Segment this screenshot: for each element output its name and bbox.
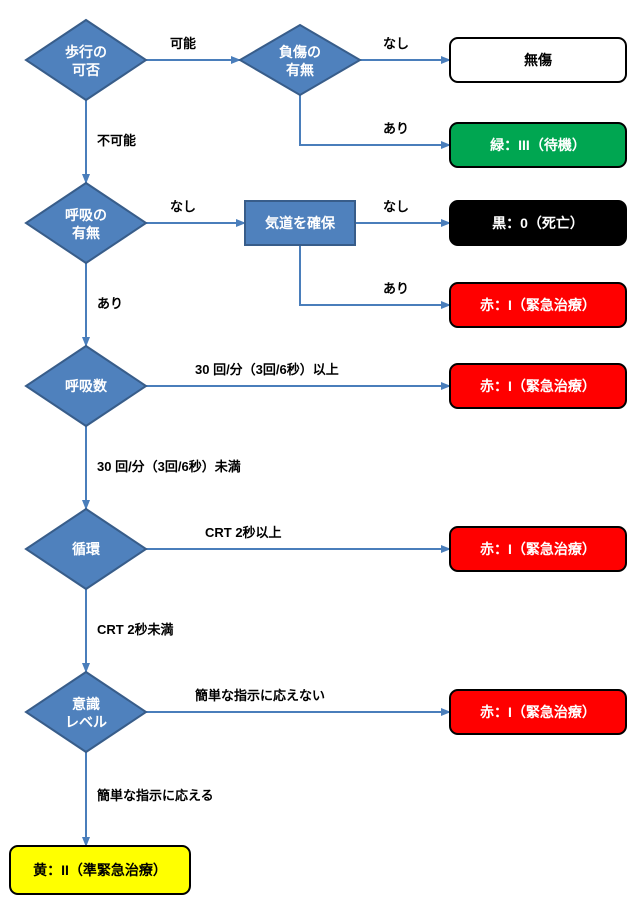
svg-text:意識: 意識 [72, 696, 100, 712]
node-d3: 呼吸の有無 [26, 183, 146, 263]
flowchart-canvas: 歩行の可否負傷の有無呼吸の有無気道を確保呼吸数循環意識レベル無傷緑：III（待機… [0, 0, 640, 910]
node-d2: 負傷の有無 [240, 25, 360, 95]
svg-text:レベル: レベル [65, 714, 107, 730]
edge-label-d2-r_none: なし [383, 36, 409, 51]
edge-label-d1-d3: 不可能 [97, 133, 136, 148]
node-d4: 呼吸数 [26, 346, 146, 426]
svg-text:呼吸の: 呼吸の [65, 207, 107, 223]
svg-text:黄：II（準緊急治療）: 黄：II（準緊急治療） [33, 862, 167, 878]
node-r_yellow: 黄：II（準緊急治療） [10, 846, 190, 894]
svg-text:有無: 有無 [72, 225, 100, 241]
svg-text:負傷の: 負傷の [279, 44, 321, 60]
svg-text:赤：I（緊急治療）: 赤：I（緊急治療） [480, 297, 596, 313]
svg-text:赤：I（緊急治療）: 赤：I（緊急治療） [480, 704, 596, 720]
node-r_red3: 赤：I（緊急治療） [450, 527, 626, 571]
svg-text:黒：0（死亡）: 黒：0（死亡） [492, 215, 584, 231]
edge-p1-r_red1 [300, 245, 450, 305]
node-r_none: 無傷 [450, 38, 626, 82]
edge-label-d2-r_green: あり [383, 121, 409, 136]
node-p1: 気道を確保 [245, 201, 355, 245]
svg-text:緑：III（待機）: 緑：III（待機） [490, 137, 586, 153]
node-r_green: 緑：III（待機） [450, 123, 626, 167]
edge-label-p1-r_red1: あり [383, 281, 409, 296]
edge-label-d5-d6: CRT 2秒未満 [97, 622, 174, 637]
node-d5: 循環 [26, 509, 146, 589]
edge-label-d5-r_red3: CRT 2秒以上 [205, 525, 282, 540]
svg-text:有無: 有無 [286, 62, 314, 78]
svg-text:気道を確保: 気道を確保 [265, 215, 336, 231]
edge-label-d3-p1: なし [170, 199, 196, 214]
svg-text:無傷: 無傷 [524, 52, 552, 68]
edge-label-d3-d4: あり [97, 296, 123, 311]
svg-text:赤：I（緊急治療）: 赤：I（緊急治療） [480, 541, 596, 557]
edge-label-d4-r_red2: 30 回/分（3回/6秒）以上 [195, 362, 339, 377]
svg-text:循環: 循環 [72, 541, 101, 557]
edge-label-d4-d5: 30 回/分（3回/6秒）未満 [97, 459, 241, 474]
edge-d2-r_green [300, 95, 450, 145]
svg-text:可否: 可否 [72, 62, 100, 78]
node-r_red4: 赤：I（緊急治療） [450, 690, 626, 734]
node-d6: 意識レベル [26, 672, 146, 752]
edge-label-p1-r_black: なし [383, 199, 409, 214]
svg-text:赤：I（緊急治療）: 赤：I（緊急治療） [480, 378, 596, 394]
node-r_black: 黒：0（死亡） [450, 201, 626, 245]
edge-label-d6-r_yellow: 簡単な指示に応える [96, 788, 214, 803]
edge-label-d6-r_red4: 簡単な指示に応えない [194, 688, 325, 703]
node-r_red2: 赤：I（緊急治療） [450, 364, 626, 408]
node-r_red1: 赤：I（緊急治療） [450, 283, 626, 327]
svg-text:呼吸数: 呼吸数 [65, 378, 108, 394]
node-d1: 歩行の可否 [26, 20, 146, 100]
svg-text:歩行の: 歩行の [65, 44, 107, 60]
edge-label-d1-d2: 可能 [170, 36, 196, 51]
